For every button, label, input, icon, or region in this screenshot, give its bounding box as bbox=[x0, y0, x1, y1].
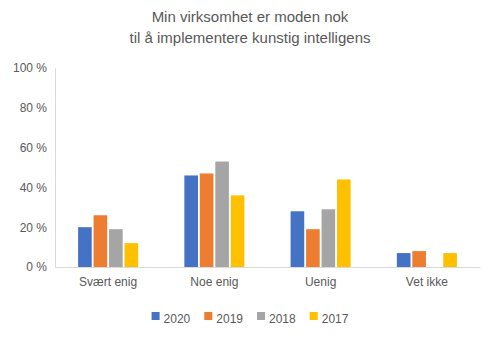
bars bbox=[78, 162, 457, 267]
legend-swatch bbox=[204, 312, 212, 320]
y-tick: 40 % bbox=[20, 181, 55, 195]
bar bbox=[428, 267, 442, 268]
bar bbox=[184, 175, 198, 267]
bar bbox=[215, 162, 229, 267]
bar bbox=[443, 253, 457, 267]
legend-label: 2019 bbox=[216, 312, 243, 326]
x-tick: Svært enig bbox=[79, 267, 137, 289]
y-tick-label: 20 % bbox=[20, 221, 48, 235]
y-tick-label: 60 % bbox=[20, 141, 48, 155]
series bbox=[94, 173, 426, 267]
y-axis-line bbox=[55, 69, 56, 268]
y-tick-label: 0 % bbox=[26, 260, 47, 274]
legend-item: 2018 bbox=[257, 312, 296, 326]
title-group: Min virksomhet er moden nok til å impleme… bbox=[130, 8, 371, 46]
y-tick: 80 % bbox=[20, 101, 55, 115]
y-tick: 60 % bbox=[20, 141, 55, 155]
y-tick: 100 % bbox=[13, 61, 55, 75]
y-tick: 0 % bbox=[26, 260, 55, 274]
title: Min virksomhet er moden nok bbox=[152, 8, 349, 25]
x-tick: Vet ikke bbox=[406, 267, 448, 289]
bar bbox=[231, 195, 245, 267]
y-tick: 20 % bbox=[20, 221, 55, 235]
bar bbox=[125, 243, 139, 267]
chart: Min virksomhet er moden nok til å impleme… bbox=[0, 0, 500, 337]
bar bbox=[78, 227, 92, 267]
series bbox=[109, 162, 335, 267]
bar bbox=[397, 253, 411, 267]
series bbox=[125, 179, 457, 267]
bar bbox=[291, 211, 305, 267]
x-axis-line bbox=[56, 267, 481, 268]
legend-item: 2020 bbox=[152, 312, 191, 326]
bar bbox=[109, 229, 123, 267]
y-tick-label: 100 % bbox=[13, 61, 47, 75]
x-tick: Uenig bbox=[305, 267, 336, 289]
legend-swatch bbox=[257, 312, 265, 320]
legend-label: 2017 bbox=[322, 312, 349, 326]
legend-label: 2020 bbox=[164, 312, 191, 326]
legend-label: 2018 bbox=[269, 312, 296, 326]
bar bbox=[200, 173, 214, 267]
legend-swatch bbox=[310, 312, 318, 320]
bar bbox=[94, 215, 108, 267]
series bbox=[78, 175, 410, 267]
x-tick-label: Noe enig bbox=[190, 275, 238, 289]
bar bbox=[306, 229, 320, 267]
title: til å implementere kunstig intelligens bbox=[130, 29, 371, 46]
y-tick-label: 40 % bbox=[20, 181, 48, 195]
legend-item: 2019 bbox=[204, 312, 243, 326]
legend-swatch bbox=[152, 312, 160, 320]
x-tick-label: Svært enig bbox=[79, 275, 137, 289]
legend: 2020 2019 2018 2017 bbox=[152, 312, 349, 326]
legend-item: 2017 bbox=[310, 312, 349, 326]
bar bbox=[412, 251, 426, 267]
y-axis: 0 % 20 % 40 % 60 % 80 % 100 % bbox=[13, 61, 56, 274]
x-tick-label: Uenig bbox=[305, 275, 336, 289]
bar bbox=[322, 209, 336, 267]
bar bbox=[337, 179, 351, 267]
x-axis: Svært enig Noe enig Uenig Vet ikke bbox=[56, 267, 481, 289]
x-tick: Noe enig bbox=[190, 267, 238, 289]
x-tick-label: Vet ikke bbox=[406, 275, 448, 289]
y-tick-label: 80 % bbox=[20, 101, 48, 115]
